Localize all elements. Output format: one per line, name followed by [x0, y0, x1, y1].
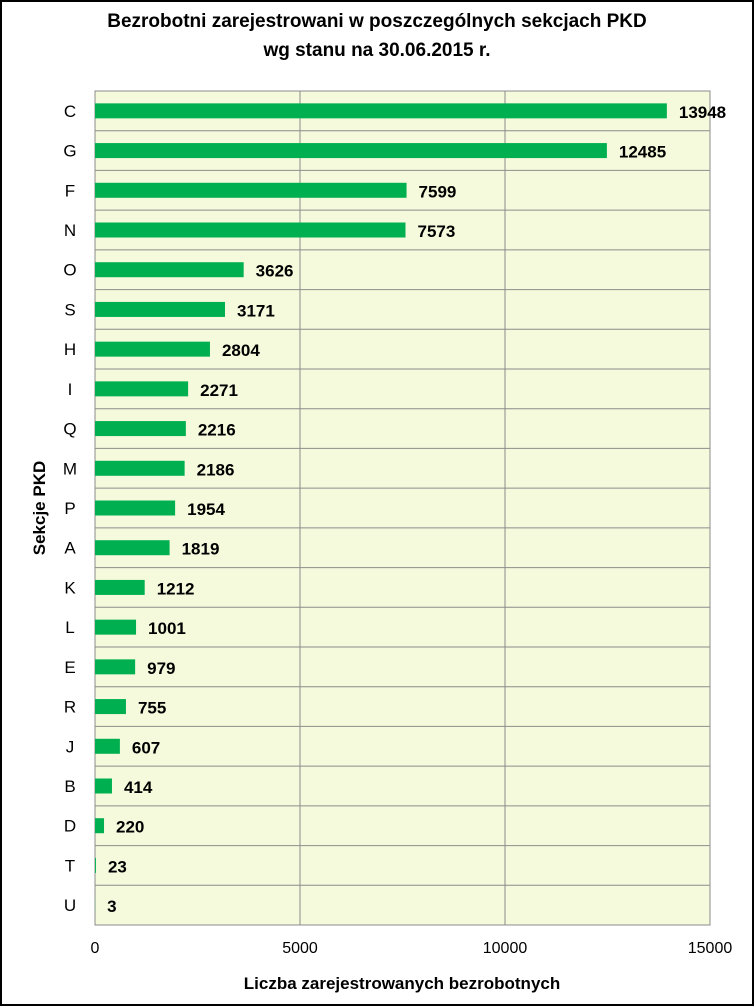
value-label: 414 — [124, 778, 153, 797]
x-axis-title: Liczba zarejestrowanych bezrobotnych — [244, 974, 560, 993]
category-label: G — [63, 142, 76, 161]
category-label: P — [64, 499, 75, 518]
value-label: 12485 — [619, 143, 666, 162]
bars — [95, 103, 667, 913]
category-label: H — [64, 340, 76, 359]
tick-label: 0 — [91, 940, 100, 957]
bar — [95, 857, 96, 873]
value-label: 13948 — [679, 103, 726, 122]
bar — [95, 540, 170, 556]
bar — [95, 500, 176, 516]
category-label: I — [68, 380, 73, 399]
category-label: E — [64, 658, 75, 677]
value-label: 1819 — [182, 540, 220, 559]
bar — [95, 341, 210, 357]
bar — [95, 738, 120, 754]
chart-subtitle: wg stanu na 30.06.2015 r. — [263, 40, 491, 61]
category-label: F — [65, 181, 75, 200]
value-label: 607 — [132, 738, 160, 757]
chart-title-block: Bezrobotni zarejestrowani w poszczególny… — [0, 7, 754, 65]
value-label: 3 — [107, 897, 116, 916]
bar — [95, 381, 189, 397]
category-label: D — [64, 817, 76, 836]
value-label: 755 — [138, 699, 166, 718]
value-label: 1212 — [157, 579, 195, 598]
bar — [95, 619, 137, 635]
bar — [95, 262, 244, 278]
category-label: T — [65, 856, 75, 875]
category-label: S — [64, 300, 75, 319]
value-label: 979 — [147, 659, 175, 678]
category-label: C — [64, 102, 76, 121]
bar — [95, 143, 607, 159]
value-label: 23 — [108, 857, 127, 876]
category-label: K — [64, 578, 76, 597]
category-label: N — [64, 221, 76, 240]
category-label: L — [65, 618, 74, 637]
value-label: 1001 — [148, 619, 186, 638]
bar — [95, 659, 136, 675]
category-label: J — [66, 737, 75, 756]
tick-label: 10000 — [483, 940, 528, 957]
value-labels: 13948 12485 7599 7573 3626 3171 2804 2271 2216 21… — [107, 103, 726, 916]
category-label: O — [63, 261, 76, 280]
category-labels: C G F N O S H I Q M P A K L E R J B D T U — [63, 102, 77, 915]
value-label: 3626 — [256, 262, 294, 281]
bar — [95, 778, 112, 794]
category-label: M — [63, 459, 77, 478]
category-label: U — [64, 896, 76, 915]
x-axis-ticks: 0 5000 10000 15000 — [91, 940, 733, 957]
value-label: 3171 — [237, 301, 275, 320]
category-label: B — [64, 777, 75, 796]
value-label: 1954 — [187, 500, 225, 519]
bar — [95, 579, 145, 595]
value-label: 220 — [116, 818, 144, 837]
category-label: Q — [63, 420, 76, 439]
value-label: 2216 — [198, 421, 236, 440]
value-label: 7573 — [417, 222, 455, 241]
chart-title: Bezrobotni zarejestrowani w poszczególny… — [107, 11, 647, 32]
bar — [95, 182, 407, 198]
bar — [95, 103, 667, 119]
bar — [95, 699, 126, 715]
value-label: 7599 — [419, 182, 457, 201]
bar — [95, 818, 105, 834]
bar — [95, 460, 185, 476]
category-label: A — [64, 539, 76, 558]
tick-label: 5000 — [282, 940, 318, 957]
tick-label: 15000 — [688, 940, 733, 957]
value-label: 2186 — [197, 460, 235, 479]
value-label: 2271 — [200, 381, 238, 400]
bar — [95, 421, 186, 437]
category-label: R — [64, 698, 76, 717]
bar — [95, 222, 406, 238]
bar — [95, 301, 226, 317]
value-label: 2804 — [222, 341, 260, 360]
y-axis-title: Sekcje PKD — [30, 461, 49, 556]
